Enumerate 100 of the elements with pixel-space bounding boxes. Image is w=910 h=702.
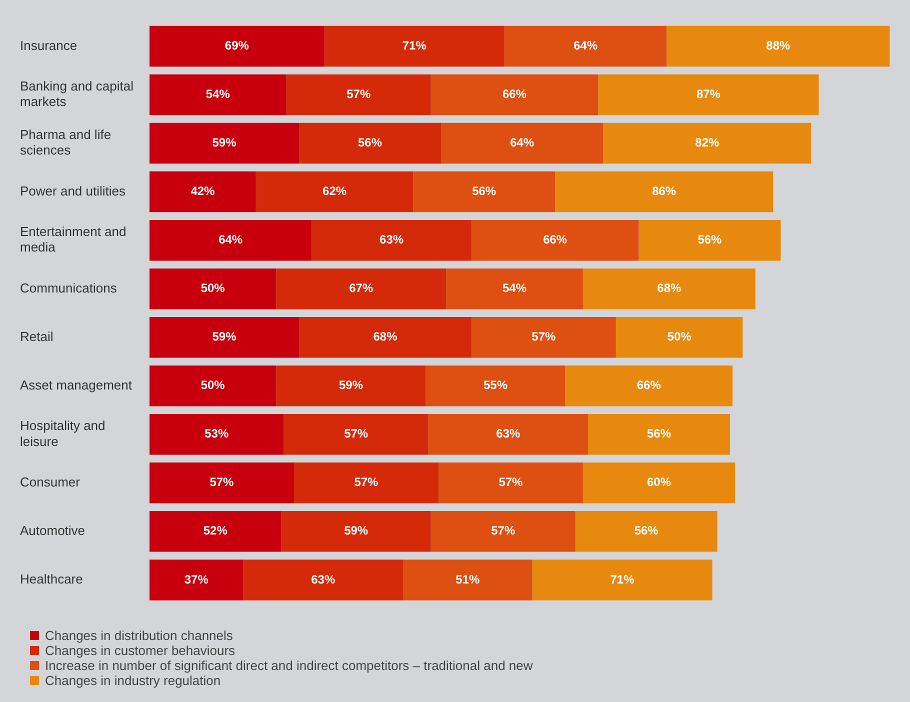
bar: [438, 462, 583, 504]
bar: [324, 26, 504, 67]
y-tick-label: Hospitality and leisure: [20, 418, 106, 449]
bar: [281, 511, 431, 552]
data-label: 69%: [224, 38, 250, 53]
y-tick-label: Consumer: [20, 474, 81, 490]
bar: [426, 366, 566, 406]
bar: [149, 26, 324, 67]
data-label: 54%: [502, 281, 527, 296]
bar: [638, 220, 781, 261]
data-label: 63%: [380, 232, 404, 247]
bar: [149, 511, 282, 552]
legend-label: Changes in distribution channels: [45, 628, 233, 643]
bar: [565, 366, 733, 406]
bar: [402, 560, 532, 600]
bar: [582, 462, 736, 504]
bar: [256, 171, 414, 212]
data-label: 59%: [338, 378, 364, 392]
bar: [149, 462, 294, 504]
data-label: 54%: [206, 87, 230, 102]
data-label: 56%: [698, 232, 722, 247]
data-label: 57%: [346, 87, 371, 102]
bar: [616, 316, 743, 358]
data-label: 71%: [610, 572, 635, 586]
legend-label: Changes in industry regulation: [45, 673, 221, 688]
bar: [666, 26, 890, 67]
bar: [441, 122, 604, 164]
bar: [555, 171, 774, 212]
y-tick-label: Automotive: [20, 523, 86, 538]
data-label: 64%: [510, 136, 534, 150]
bar: [149, 366, 276, 406]
data-label: 56%: [472, 184, 496, 198]
data-label: 37%: [184, 572, 209, 586]
data-label: 60%: [647, 475, 672, 490]
data-label: 56%: [358, 136, 382, 150]
y-tick-label: Asset management: [20, 377, 132, 392]
legend-label: Changes in customer behaviours: [45, 643, 236, 658]
data-label: 56%: [647, 426, 672, 441]
y-tick-label: Banking and capital markets: [20, 78, 134, 110]
bar: [471, 316, 616, 358]
data-label: 52%: [203, 524, 228, 538]
bar: [276, 268, 446, 310]
data-label: 55%: [483, 378, 508, 392]
data-label: 66%: [502, 87, 527, 102]
bar: [446, 268, 583, 310]
data-label: 53%: [204, 426, 229, 441]
data-label: 57%: [498, 475, 524, 490]
legend-label: Increase in number of significant direct and indirect competitors – traditional and new: [45, 658, 533, 673]
y-tick-label: Communications: [20, 280, 118, 296]
bar: [276, 366, 426, 406]
bar: [149, 220, 312, 261]
bar: [149, 171, 256, 212]
y-tick-label: Power and utilities: [20, 183, 126, 198]
data-label: 86%: [652, 184, 676, 198]
bar: [284, 414, 428, 455]
data-label: 62%: [322, 184, 347, 198]
data-label: 63%: [496, 426, 521, 441]
bar: [149, 316, 300, 358]
bar: [575, 511, 718, 552]
bar: [598, 74, 819, 116]
y-tick-label: Insurance: [20, 38, 78, 53]
y-tick-label: Retail: [20, 328, 54, 344]
bar: [149, 560, 244, 600]
bar: [299, 122, 442, 164]
data-label: 64%: [573, 38, 598, 53]
bar: [413, 171, 556, 212]
bar: [149, 122, 300, 164]
data-label: 87%: [696, 87, 721, 102]
bar: [149, 268, 276, 310]
data-label: 67%: [349, 281, 374, 296]
y-tick-label: Pharma and life sciences: [20, 127, 112, 158]
data-label: 50%: [667, 330, 692, 344]
data-label: 57%: [491, 524, 516, 538]
data-label: 50%: [200, 281, 226, 296]
bar: [430, 74, 598, 116]
data-label: 57%: [354, 475, 379, 490]
data-label: 88%: [766, 38, 791, 53]
data-label: 51%: [456, 572, 480, 586]
bar: [504, 26, 667, 67]
data-label: 68%: [657, 281, 682, 296]
data-label: 66%: [543, 232, 568, 247]
data-label: 66%: [636, 378, 662, 392]
data-label: 82%: [695, 136, 720, 150]
bar: [312, 220, 472, 261]
bar: [299, 316, 472, 358]
data-label: 63%: [311, 572, 336, 586]
data-label: 57%: [210, 475, 234, 490]
bar: [428, 414, 588, 455]
data-label: 59%: [344, 524, 368, 538]
data-label: 56%: [634, 524, 659, 538]
data-label: 57%: [344, 426, 368, 441]
data-label: 64%: [218, 232, 243, 247]
bar: [149, 414, 284, 455]
bar: [430, 511, 576, 552]
bar: [582, 268, 756, 310]
y-tick-label: Healthcare: [20, 572, 83, 587]
bar: [532, 560, 712, 600]
data-label: 57%: [532, 330, 556, 344]
data-label: 59%: [212, 330, 237, 344]
bar: [588, 414, 730, 455]
